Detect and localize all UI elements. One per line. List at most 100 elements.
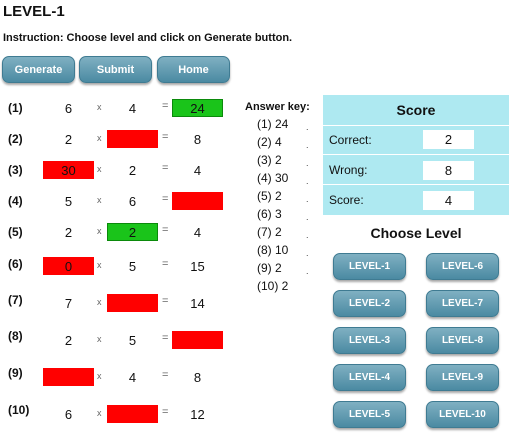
question-number: (5) [8, 225, 23, 239]
operand-a[interactable]: 6 [64, 406, 73, 422]
multiply-sign: x [97, 164, 102, 174]
level-4-button[interactable]: LEVEL-4 [333, 364, 406, 391]
question-row: (3) 30 x 2 = 4 [0, 159, 235, 181]
equals-sign: = [162, 100, 169, 112]
operand-b[interactable]: 5 [128, 332, 137, 348]
question-row: (2) 2 x = 8 [0, 128, 235, 150]
operand-b[interactable]: 5 [128, 258, 137, 274]
operand-b[interactable]: 2 [128, 162, 137, 178]
question-number: (6) [8, 257, 23, 271]
answer-key-dot: . [306, 266, 309, 276]
operand-a-field[interactable] [43, 368, 94, 386]
level-6-button[interactable]: LEVEL-6 [426, 253, 499, 280]
level-10-button[interactable]: LEVEL-10 [426, 401, 499, 428]
question-number: (4) [8, 194, 23, 208]
answer-key-item: (4) 30 [257, 171, 289, 185]
answer-key-item: (5) 2 [257, 189, 282, 203]
result[interactable]: 4 [193, 162, 202, 178]
result-field[interactable] [172, 331, 223, 349]
question-row: (5) 2 x 2 = 4 [0, 221, 235, 243]
equals-sign: = [162, 224, 169, 236]
submit-button[interactable]: Submit [79, 56, 152, 83]
answer-key-dot: . [306, 194, 309, 204]
equals-sign: = [162, 258, 169, 270]
answer-key-item: (1) 24 [257, 117, 289, 131]
home-button[interactable]: Home [157, 56, 230, 83]
question-number: (2) [8, 132, 23, 146]
operand-a-field[interactable]: 30 [43, 161, 94, 179]
operand-a[interactable]: 6 [64, 100, 73, 116]
answer-key-dot: . [306, 140, 309, 150]
answer-key-item: (10) 2 [257, 279, 289, 293]
multiply-sign: x [97, 408, 102, 418]
operand-b[interactable]: 6 [128, 193, 137, 209]
multiply-sign: x [97, 102, 102, 112]
level-1-button[interactable]: LEVEL-1 [333, 253, 406, 280]
operand-b-field[interactable] [107, 294, 158, 312]
correct-label: Correct: [329, 133, 372, 147]
multiply-sign: x [97, 334, 102, 344]
answer-key-item: (7) 2 [257, 225, 282, 239]
score-divider [323, 154, 509, 155]
operand-a[interactable]: 2 [64, 131, 73, 147]
equals-sign: = [162, 295, 169, 307]
result[interactable]: 4 [193, 224, 202, 240]
level-8-button[interactable]: LEVEL-8 [426, 327, 499, 354]
answer-key-dot: . [306, 230, 309, 240]
answer-key-dot: . [306, 248, 309, 258]
answer-key-item: (3) 2 [257, 153, 282, 167]
score-panel: Score Correct: Wrong: Score: [323, 95, 509, 215]
score-label: Score: [329, 193, 364, 207]
level-7-button[interactable]: LEVEL-7 [426, 290, 499, 317]
result[interactable]: 8 [193, 369, 202, 385]
equals-sign: = [162, 406, 169, 418]
equals-sign: = [162, 193, 169, 205]
answer-key-dot: . [306, 176, 309, 186]
result[interactable]: 8 [193, 131, 202, 147]
question-number: (8) [8, 329, 23, 343]
question-number: (9) [8, 366, 23, 380]
equals-sign: = [162, 162, 169, 174]
operand-a[interactable]: 2 [64, 224, 73, 240]
question-row: (6) 0 x 5 = 15 [0, 255, 235, 277]
level-2-button[interactable]: LEVEL-2 [333, 290, 406, 317]
result[interactable]: 12 [190, 406, 205, 422]
result[interactable]: 15 [190, 258, 205, 274]
result-field[interactable] [172, 192, 223, 210]
answer-key-dot: . [306, 212, 309, 222]
equals-sign: = [162, 369, 169, 381]
operand-b[interactable]: 4 [128, 100, 137, 116]
result-field[interactable]: 24 [172, 99, 223, 117]
operand-a[interactable]: 2 [64, 332, 73, 348]
operand-a[interactable]: 7 [64, 295, 73, 311]
level-9-button[interactable]: LEVEL-9 [426, 364, 499, 391]
answer-key-item: (9) 2 [257, 261, 282, 275]
question-row: (9) x 4 = 8 [0, 366, 235, 388]
operand-a-field[interactable]: 0 [43, 257, 94, 275]
multiply-sign: x [97, 371, 102, 381]
multiply-sign: x [97, 133, 102, 143]
answer-key-title: Answer key: [245, 101, 310, 113]
answer-key-dot: . [306, 122, 309, 132]
multiply-sign: x [97, 195, 102, 205]
operand-b[interactable]: 4 [128, 369, 137, 385]
operand-b-field[interactable] [107, 130, 158, 148]
question-number: (10) [8, 403, 30, 417]
answer-key-item: (8) 10 [257, 243, 289, 257]
wrong-label: Wrong: [329, 163, 368, 177]
score-value: 4 [423, 191, 474, 210]
operand-a[interactable]: 5 [64, 193, 73, 209]
multiply-sign: x [97, 260, 102, 270]
question-number: (3) [8, 163, 23, 177]
level-5-button[interactable]: LEVEL-5 [333, 401, 406, 428]
operand-b-field[interactable] [107, 405, 158, 423]
page-title: LEVEL-1 [3, 3, 65, 20]
score-title: Score [396, 102, 436, 118]
operand-b-field[interactable]: 2 [107, 223, 158, 241]
level-3-button[interactable]: LEVEL-3 [333, 327, 406, 354]
question-row: (4) 5 x 6 = [0, 190, 235, 212]
question-number: (1) [8, 101, 23, 115]
result[interactable]: 14 [190, 295, 205, 311]
score-divider [323, 125, 509, 126]
generate-button[interactable]: Generate [2, 56, 75, 83]
